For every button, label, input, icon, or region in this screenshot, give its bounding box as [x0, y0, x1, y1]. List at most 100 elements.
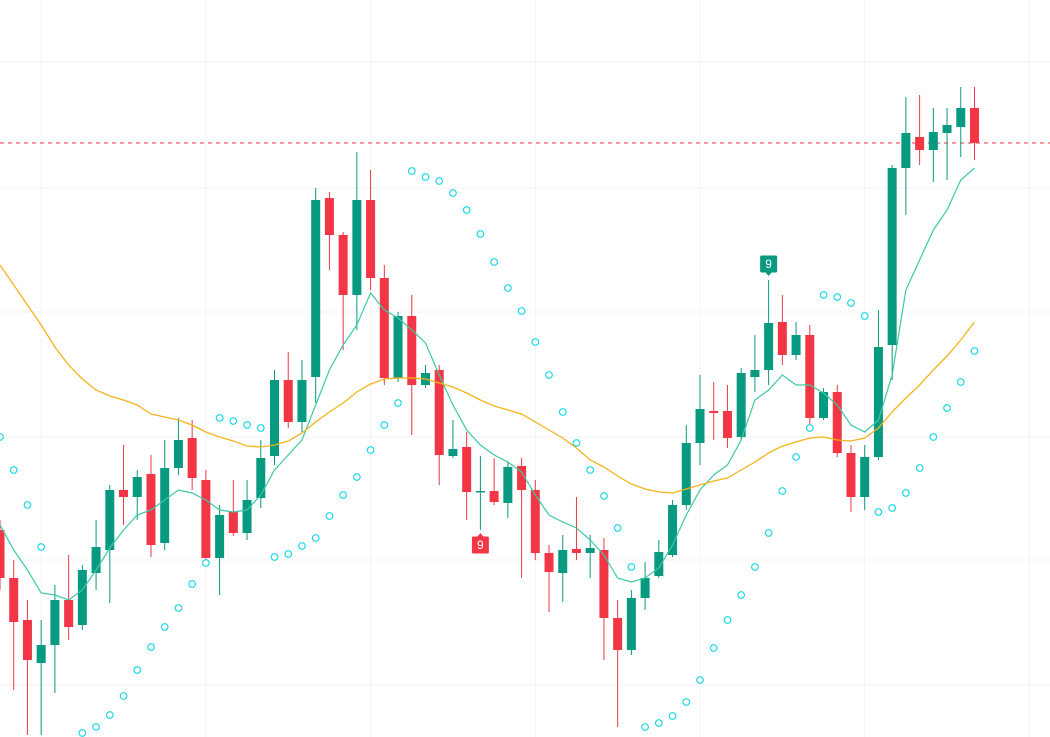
- sar-dot: [284, 550, 293, 558]
- candle-body: [407, 316, 417, 385]
- candle-body: [50, 600, 60, 645]
- candle-body: [530, 490, 540, 553]
- sar-dot: [558, 408, 567, 416]
- sar-dot: [531, 338, 540, 346]
- sar-dot: [970, 347, 979, 355]
- candle-body: [640, 578, 650, 598]
- sar-dot: [476, 230, 485, 238]
- candle-body: [215, 515, 225, 558]
- candle-body: [626, 598, 636, 650]
- sar-dot: [956, 378, 965, 386]
- sar-dot: [847, 299, 855, 307]
- sar-dot: [929, 433, 938, 441]
- sar-dot: [874, 508, 883, 516]
- sar-dot: [613, 524, 622, 532]
- sar-dot: [572, 439, 581, 447]
- candle-body: [91, 547, 101, 573]
- sar-dot: [449, 189, 457, 197]
- sar-dot: [545, 371, 553, 379]
- candle-body: [283, 380, 293, 422]
- sar-dot: [188, 580, 197, 588]
- sar-dot: [78, 729, 87, 737]
- sar-dot: [215, 414, 224, 422]
- sar-dot: [654, 719, 663, 727]
- sar-dot: [586, 466, 595, 474]
- candle-body: [297, 380, 307, 422]
- candle-body: [915, 137, 925, 150]
- sar-dot: [901, 489, 910, 497]
- candle-body: [324, 198, 334, 235]
- candle-body: [379, 278, 389, 378]
- sar-dot: [270, 553, 279, 561]
- sar-dot: [723, 616, 732, 624]
- sar-dot: [943, 404, 951, 412]
- sar-dot: [668, 712, 677, 720]
- candle-body: [873, 347, 883, 457]
- candle-body: [242, 500, 252, 533]
- sar-dot: [860, 312, 869, 320]
- candle-body: [887, 168, 897, 345]
- candle-body: [77, 570, 87, 625]
- candle-body: [366, 200, 376, 278]
- sar-dot: [394, 399, 402, 407]
- sar-dot: [435, 177, 444, 185]
- signal-label-pointer: [477, 533, 484, 537]
- candle-body: [228, 512, 238, 533]
- sar-dot: [256, 424, 265, 432]
- sar-dot: [37, 543, 46, 551]
- candle-body: [585, 548, 595, 553]
- candle-body: [846, 453, 856, 497]
- sar-dot: [682, 698, 691, 706]
- candle-body: [256, 458, 266, 498]
- sar-dot: [627, 563, 636, 571]
- sar-dot: [805, 424, 814, 432]
- sar-dot: [696, 676, 704, 684]
- candle-body: [105, 490, 115, 550]
- sar-dot: [737, 591, 746, 599]
- candle-body: [860, 457, 870, 497]
- candle-body: [22, 620, 32, 660]
- candle-body: [571, 549, 581, 553]
- moving-average-line: [0, 264, 976, 494]
- candle-body: [544, 553, 554, 572]
- candle-body: [777, 322, 787, 355]
- sar-dot: [915, 464, 924, 472]
- sar-dot: [147, 643, 155, 651]
- candle-body: [503, 467, 513, 503]
- sar-dot: [407, 167, 416, 175]
- sar-dot: [339, 491, 348, 499]
- sar-dot: [298, 542, 306, 550]
- candle-body: [736, 373, 746, 437]
- candle-body: [434, 370, 444, 455]
- sar-dot: [119, 692, 128, 700]
- candle-body: [819, 392, 829, 418]
- sar-dot: [490, 258, 499, 266]
- candle-body: [9, 578, 19, 622]
- candle-body: [722, 411, 732, 438]
- sar-dot: [366, 446, 375, 454]
- sar-dot: [600, 492, 608, 500]
- candle-body: [956, 108, 966, 127]
- candle-body: [352, 200, 362, 295]
- signal-label: 9: [760, 255, 778, 276]
- candle-body: [270, 380, 280, 456]
- candle-body: [517, 466, 527, 490]
- candle-body: [750, 370, 760, 377]
- candle-body: [764, 323, 774, 370]
- candle-body: [668, 505, 678, 555]
- candle-body: [709, 411, 719, 413]
- candle-body: [475, 491, 485, 493]
- sar-dot: [352, 473, 361, 481]
- sar-dot: [751, 563, 759, 571]
- sar-dot: [9, 466, 18, 474]
- candle-body: [613, 618, 623, 650]
- sar-dot: [462, 206, 471, 214]
- candle-body: [901, 133, 911, 168]
- sar-dot: [243, 421, 251, 429]
- signal-label-text: 9: [477, 538, 484, 552]
- signal-label-text: 9: [765, 257, 772, 271]
- candle-body: [119, 490, 129, 497]
- candle-body: [338, 235, 348, 295]
- sar-dot: [709, 644, 718, 652]
